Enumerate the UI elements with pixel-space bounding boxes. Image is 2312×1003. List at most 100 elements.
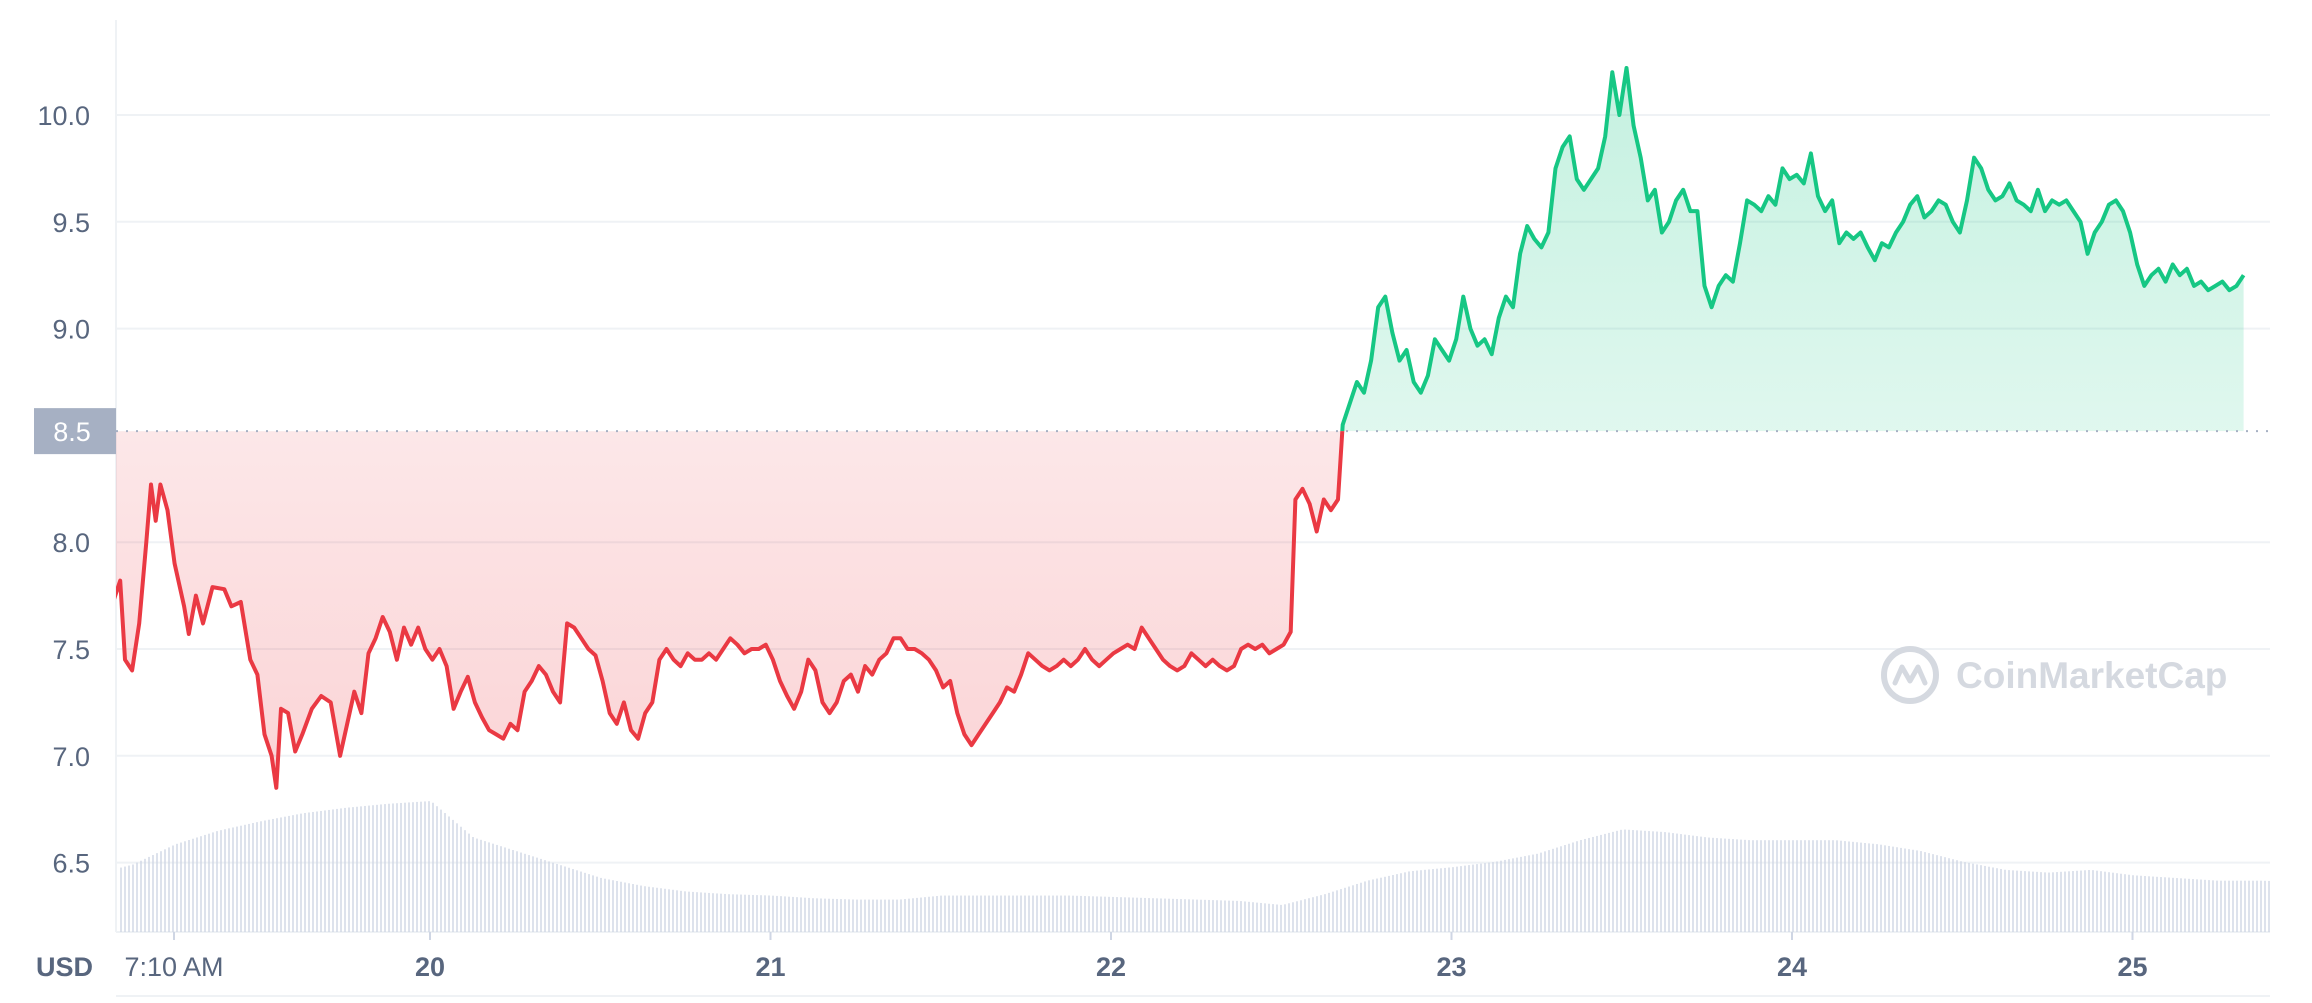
volume-bar: [1636, 830, 1638, 932]
volume-bar: [392, 803, 394, 932]
volume-bar: [1040, 895, 1042, 932]
volume-bar: [2132, 875, 2134, 932]
y-tick-label: 9.5: [52, 208, 90, 238]
volume-bar: [904, 899, 906, 932]
volume-bar: [1864, 843, 1866, 932]
volume-bar: [2244, 880, 2246, 932]
volume-bar: [2032, 871, 2034, 932]
volume-bar: [548, 861, 550, 932]
volume-bar: [2152, 876, 2154, 932]
x-tick-label: 25: [2117, 952, 2147, 982]
volume-bar: [1084, 896, 1086, 932]
volume-bar: [920, 897, 922, 932]
volume-bar: [1032, 895, 1034, 932]
volume-bar: [1384, 876, 1386, 932]
volume-bar: [1544, 851, 1546, 932]
volume-bar: [244, 824, 246, 932]
volume-bar: [2172, 877, 2174, 932]
volume-bar: [2056, 872, 2058, 932]
volume-bar: [1772, 840, 1774, 932]
volume-bar: [1472, 864, 1474, 932]
volume-bar: [1452, 867, 1454, 932]
volume-bar: [1488, 862, 1490, 932]
volume-bar: [1948, 858, 1950, 932]
volume-bar: [1336, 890, 1338, 932]
volume-bar: [1116, 897, 1118, 932]
volume-bar: [2184, 878, 2186, 932]
volume-bar: [1160, 898, 1162, 932]
volume-bar: [600, 877, 602, 932]
volume-bar: [1120, 897, 1122, 932]
volume-bar: [1028, 895, 1030, 932]
volume-bar: [1044, 895, 1046, 932]
volume-bar: [1396, 874, 1398, 932]
volume-bar: [1904, 848, 1906, 932]
volume-bar: [744, 894, 746, 932]
volume-bar: [1388, 875, 1390, 932]
volume-bar: [1628, 829, 1630, 932]
volume-bar: [356, 806, 358, 932]
x-tick-label: 7:10 AM: [124, 952, 223, 982]
volume-bar: [1480, 863, 1482, 932]
volume-bar: [672, 889, 674, 932]
volume-bar: [1112, 896, 1114, 932]
volume-bar: [160, 851, 162, 932]
volume-bar: [1460, 866, 1462, 932]
volume-bar: [1792, 840, 1794, 932]
volume-bar: [1780, 840, 1782, 932]
volume-bar: [1744, 839, 1746, 932]
volume-bar: [1972, 863, 1974, 932]
volume-bar: [280, 817, 282, 932]
x-tick-label: 20: [415, 952, 445, 982]
volume-bar: [292, 815, 294, 932]
volume-bar: [328, 809, 330, 932]
volume-bar: [1448, 867, 1450, 932]
volume-bar: [1500, 860, 1502, 932]
volume-bar: [508, 848, 510, 932]
volume-bar: [908, 898, 910, 932]
volume-bar: [1172, 898, 1174, 932]
volume-bar: [844, 899, 846, 932]
volume-bar: [1420, 870, 1422, 932]
volume-bar: [1312, 897, 1314, 932]
volume-bar: [2140, 875, 2142, 932]
volume-bar: [2228, 880, 2230, 932]
volume-bar: [1704, 837, 1706, 932]
volume-bar: [1724, 838, 1726, 932]
volume-bar: [872, 899, 874, 932]
volume-bar: [2224, 880, 2226, 932]
volume-bar: [1352, 885, 1354, 932]
price-line-up: [1340, 66, 2246, 432]
volume-bar: [460, 826, 462, 932]
volume-bar: [1644, 830, 1646, 932]
volume-bar: [304, 812, 306, 932]
volume-bar: [380, 804, 382, 932]
volume-bar: [1036, 895, 1038, 932]
volume-bar: [2044, 872, 2046, 932]
volume-bar: [504, 847, 506, 932]
volume-bar: [128, 865, 130, 932]
volume-bar: [1892, 846, 1894, 932]
volume-bar: [996, 895, 998, 932]
volume-bar: [1464, 865, 1466, 932]
volume-bar: [1484, 863, 1486, 932]
volume-bar: [932, 896, 934, 932]
volume-bar: [1504, 859, 1506, 932]
volume-bar: [972, 895, 974, 932]
volume-bar: [1340, 889, 1342, 932]
volume-bar: [184, 841, 186, 932]
volume-bar: [732, 894, 734, 932]
volume-bar: [260, 821, 262, 932]
volume-bar: [544, 860, 546, 932]
volume-bar: [684, 891, 686, 932]
volume-bar: [1700, 836, 1702, 932]
volume-bar: [660, 888, 662, 932]
volume-bar: [876, 899, 878, 932]
volume-bar: [588, 874, 590, 932]
volume-bar: [1156, 898, 1158, 932]
area-fill-up: [1342, 68, 2244, 432]
volume-bar: [1140, 897, 1142, 932]
volume-bar: [1260, 902, 1262, 932]
volume-bar: [2192, 879, 2194, 932]
volume-bar: [728, 894, 730, 932]
